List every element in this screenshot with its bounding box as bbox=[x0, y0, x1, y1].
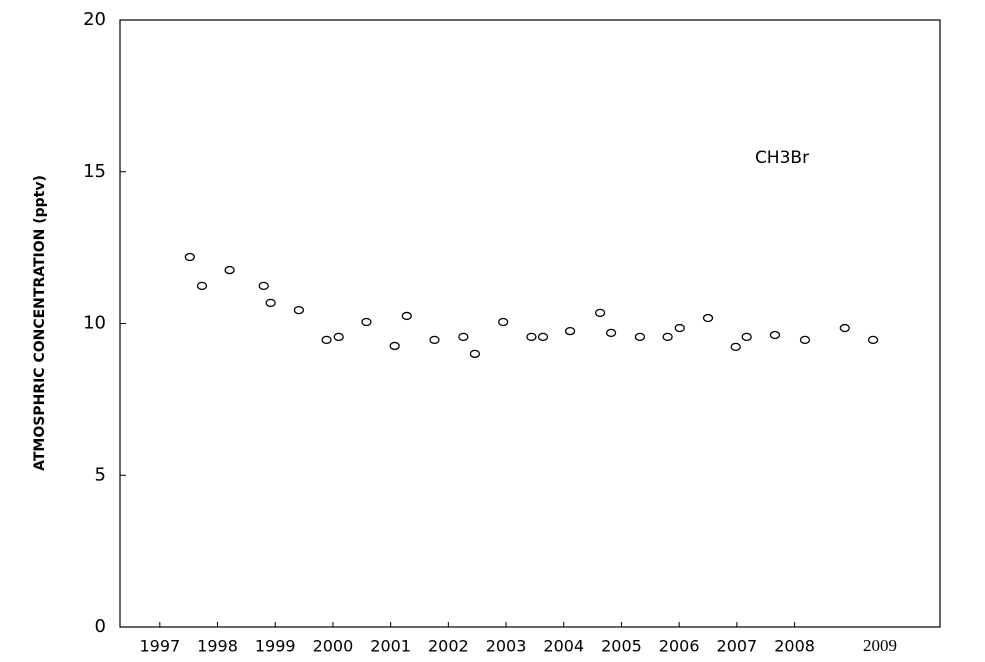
point bbox=[702, 313, 714, 323]
x-tick-label: 2003 bbox=[486, 637, 527, 656]
x-tick-label: 2000 bbox=[313, 637, 354, 656]
x-tick-label: 1999 bbox=[255, 637, 296, 656]
point bbox=[605, 328, 617, 338]
annotation: CH3Br bbox=[755, 148, 809, 168]
y-tick-label: 20 bbox=[83, 9, 106, 30]
point bbox=[537, 332, 549, 342]
point bbox=[429, 335, 440, 345]
plot-frame bbox=[119, 19, 941, 628]
point bbox=[184, 252, 195, 262]
point bbox=[498, 317, 509, 327]
point bbox=[769, 330, 781, 340]
x-tick-label: 1998 bbox=[197, 637, 238, 656]
y-tick-label: 15 bbox=[83, 161, 106, 182]
point bbox=[224, 265, 235, 275]
y-axis-label: ATMOSPHRIC CONCENTRATION (pptv) bbox=[32, 175, 48, 471]
point bbox=[265, 298, 276, 308]
annotation: 2009 bbox=[863, 636, 897, 655]
point bbox=[401, 311, 412, 321]
point bbox=[333, 332, 344, 342]
x-tick-label: 2001 bbox=[370, 637, 411, 656]
x-tick-label: 2002 bbox=[428, 637, 469, 656]
point bbox=[321, 335, 332, 345]
point bbox=[361, 317, 372, 327]
x-tick-label: 2007 bbox=[717, 637, 758, 656]
point bbox=[389, 341, 400, 351]
x-tick-label: 1997 bbox=[139, 637, 180, 656]
point bbox=[799, 335, 811, 345]
point bbox=[839, 323, 850, 333]
x-tick-label: 2004 bbox=[543, 637, 584, 656]
x-tick-label: 2005 bbox=[601, 637, 642, 656]
point bbox=[634, 332, 646, 342]
y-tick-label: 5 bbox=[95, 464, 106, 485]
point bbox=[662, 332, 673, 342]
point bbox=[526, 332, 537, 342]
point bbox=[258, 281, 269, 291]
x-tick-label: 2006 bbox=[659, 637, 700, 656]
point bbox=[564, 326, 576, 336]
y-tick-label: 10 bbox=[83, 313, 106, 334]
point bbox=[293, 305, 305, 315]
point bbox=[674, 323, 685, 333]
y-tick-label: 0 bbox=[95, 616, 106, 637]
point bbox=[469, 349, 481, 359]
point bbox=[867, 335, 879, 345]
x-tick-label: 2008 bbox=[774, 637, 815, 656]
point bbox=[196, 281, 208, 291]
point bbox=[741, 332, 752, 342]
point bbox=[730, 342, 741, 352]
point bbox=[594, 308, 606, 318]
point bbox=[458, 332, 469, 342]
